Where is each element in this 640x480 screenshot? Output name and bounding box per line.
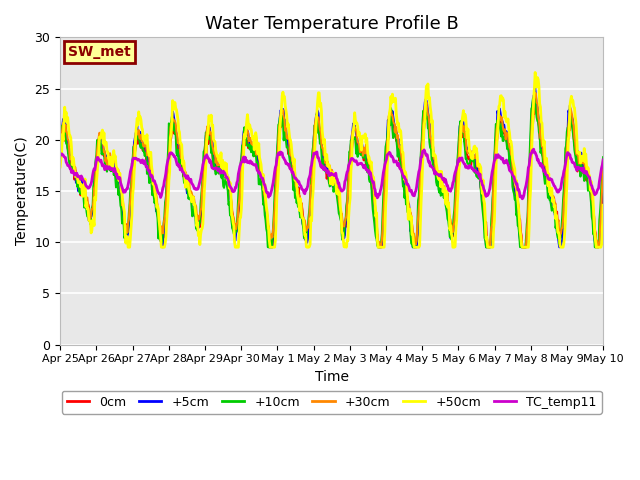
TC_temp11 [530, 146, 538, 152]
+10cm [206, 136, 214, 142]
+5cm [207, 131, 214, 136]
+10cm [177, 163, 185, 168]
+30cm [66, 156, 74, 162]
TC_temp11 [56, 153, 64, 159]
0cm [122, 221, 130, 227]
+5cm [159, 244, 166, 250]
Line: +5cm: +5cm [60, 87, 603, 247]
Text: SW_met: SW_met [68, 45, 131, 59]
0cm [56, 156, 64, 161]
TC_temp11 [122, 187, 130, 193]
+30cm [56, 147, 64, 153]
+50cm [124, 244, 132, 250]
0cm [266, 244, 274, 250]
+50cm [66, 132, 74, 138]
+50cm [399, 149, 406, 155]
Legend: 0cm, +5cm, +10cm, +30cm, +50cm, TC_temp11: 0cm, +5cm, +10cm, +30cm, +50cm, TC_temp1… [62, 391, 602, 414]
TC_temp11 [206, 159, 214, 165]
TC_temp11 [66, 166, 74, 171]
+10cm [66, 162, 74, 168]
0cm [599, 172, 607, 178]
+30cm [122, 223, 130, 229]
0cm [177, 163, 185, 168]
Title: Water Temperature Profile B: Water Temperature Profile B [205, 15, 458, 33]
+30cm [376, 244, 384, 250]
0cm [206, 131, 214, 137]
+30cm [414, 215, 422, 221]
0cm [414, 231, 422, 237]
Y-axis label: Temperature(C): Temperature(C) [15, 136, 29, 245]
Line: +10cm: +10cm [60, 98, 603, 247]
Line: +30cm: +30cm [60, 93, 603, 247]
+30cm [206, 131, 214, 137]
TC_temp11 [599, 157, 607, 163]
0cm [66, 157, 74, 163]
+5cm [531, 84, 539, 90]
Line: TC_temp11: TC_temp11 [60, 149, 603, 199]
+50cm [178, 142, 186, 148]
+50cm [531, 70, 539, 75]
Line: 0cm: 0cm [60, 102, 603, 247]
TC_temp11 [413, 179, 421, 184]
+10cm [56, 154, 64, 159]
TC_temp11 [177, 167, 185, 173]
X-axis label: Time: Time [315, 370, 349, 384]
+50cm [599, 203, 607, 208]
+30cm [599, 166, 607, 172]
+5cm [399, 167, 406, 173]
+10cm [399, 174, 406, 180]
0cm [531, 99, 539, 105]
+5cm [122, 237, 130, 243]
0cm [399, 167, 406, 172]
+50cm [207, 118, 214, 123]
TC_temp11 [518, 196, 526, 202]
+50cm [414, 244, 422, 250]
TC_temp11 [397, 168, 405, 174]
+30cm [531, 90, 539, 96]
+10cm [414, 198, 422, 204]
+5cm [178, 155, 186, 160]
+5cm [56, 154, 64, 159]
+10cm [599, 155, 607, 160]
+5cm [599, 164, 607, 170]
+5cm [414, 229, 422, 235]
+50cm [122, 240, 130, 246]
+50cm [56, 164, 64, 170]
+10cm [265, 244, 273, 250]
+5cm [66, 155, 74, 161]
+30cm [399, 159, 406, 165]
Line: +50cm: +50cm [60, 72, 603, 247]
+10cm [122, 227, 130, 232]
+30cm [177, 155, 185, 161]
+10cm [530, 95, 538, 101]
